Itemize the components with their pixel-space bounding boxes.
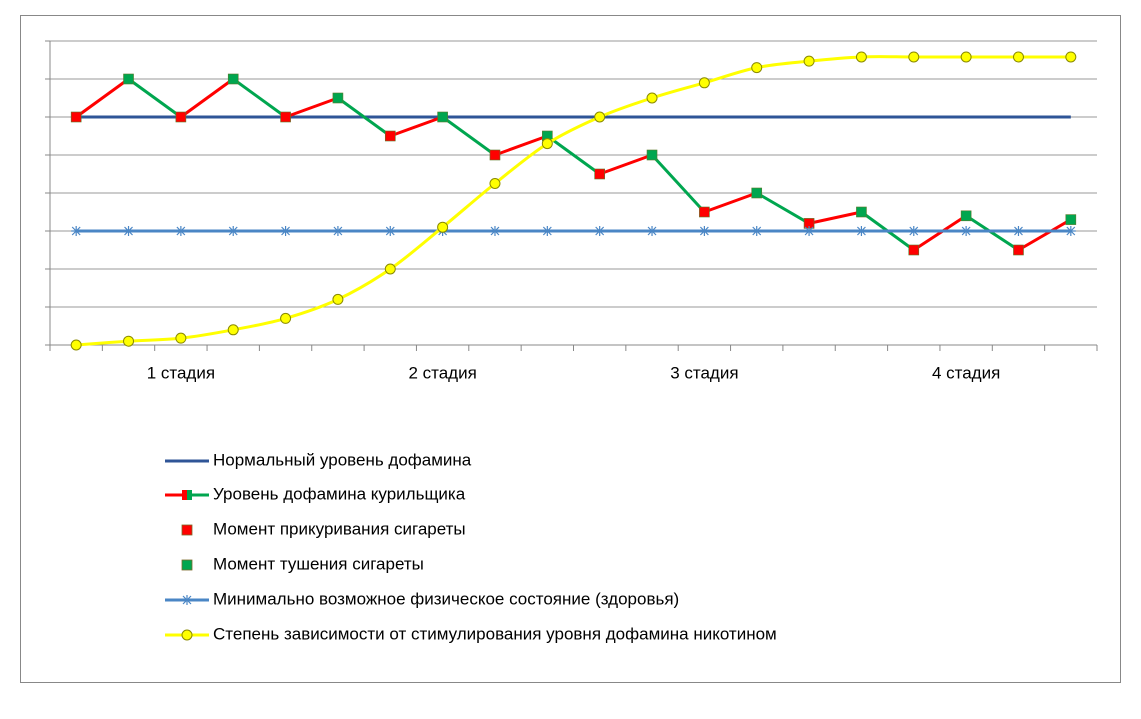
legend-marker <box>182 490 187 500</box>
data-point <box>908 51 920 63</box>
data-point <box>647 226 658 236</box>
legend-label: Минимально возможное физическое состояни… <box>213 589 679 608</box>
line-segment <box>808 210 862 225</box>
data-point <box>385 226 396 236</box>
data-point <box>280 312 292 324</box>
data-point <box>1065 214 1077 225</box>
legend-label: Уровень дофамина курильщика <box>213 484 466 503</box>
legend-label: Степень зависимости от стимулирования ур… <box>213 624 777 643</box>
data-point <box>961 226 972 236</box>
data-point <box>384 263 396 275</box>
data-point <box>1065 51 1077 63</box>
line-segment <box>1017 218 1072 252</box>
data-point <box>70 339 82 351</box>
data-point <box>1065 226 1076 236</box>
line-segment <box>650 153 706 214</box>
data-point <box>1013 226 1024 236</box>
data-point <box>227 324 239 336</box>
data-point <box>751 187 763 199</box>
data-point <box>803 55 815 67</box>
data-point <box>594 111 606 123</box>
data-point <box>332 293 344 305</box>
data-point <box>384 130 396 142</box>
data-point <box>175 226 186 236</box>
data-point <box>1013 244 1024 256</box>
line-segment <box>599 153 653 176</box>
data-point <box>908 244 920 256</box>
line-segment <box>337 96 392 138</box>
data-point <box>594 168 605 180</box>
legend-marker <box>181 524 193 536</box>
data-point <box>908 226 919 236</box>
data-point <box>489 149 501 161</box>
line-segment <box>441 115 496 157</box>
data-point <box>175 111 187 123</box>
data-point <box>856 206 867 218</box>
data-point <box>751 62 763 74</box>
data-point <box>541 138 553 150</box>
legend-marker <box>182 595 192 605</box>
legend-marker <box>181 559 193 571</box>
legend-marker <box>187 490 192 500</box>
data-point <box>227 73 239 85</box>
data-point <box>856 226 867 236</box>
x-tick-label: 3 стадия <box>670 363 738 382</box>
data-point <box>646 92 658 104</box>
data-point <box>804 226 815 236</box>
data-point <box>489 226 500 236</box>
legend-label: Момент прикуривания сигареты <box>213 519 466 538</box>
data-point <box>751 226 762 236</box>
line-segment <box>389 115 444 138</box>
line-segment <box>127 77 182 119</box>
line-segment <box>75 77 130 119</box>
line-segment <box>703 191 758 214</box>
data-point <box>699 226 710 236</box>
data-point <box>699 206 710 218</box>
line-segment <box>546 134 601 176</box>
data-point <box>123 226 134 236</box>
data-point <box>71 226 82 236</box>
data-point <box>70 111 82 123</box>
line-segment <box>285 96 339 119</box>
data-point <box>175 332 187 344</box>
data-point <box>228 226 239 236</box>
data-point <box>437 221 449 233</box>
legend-label: Момент тушения сигареты <box>213 554 424 573</box>
data-point <box>594 226 605 236</box>
data-point <box>332 92 344 104</box>
data-point <box>646 149 658 161</box>
data-point <box>960 51 972 63</box>
line-segment <box>912 214 967 252</box>
x-tick-label: 1 стадия <box>147 363 215 382</box>
chart-border <box>20 15 1121 683</box>
data-point <box>542 226 553 236</box>
series-line <box>76 55 1071 347</box>
data-point <box>123 335 135 347</box>
line-segment <box>494 134 548 157</box>
line-segment <box>965 214 1020 252</box>
line-segment <box>755 191 810 225</box>
x-tick-label: 4 стадия <box>932 363 1000 382</box>
line-segment <box>232 77 287 119</box>
data-point <box>698 77 710 89</box>
data-point <box>280 111 291 123</box>
data-point <box>1012 51 1024 63</box>
line-segment <box>179 77 235 119</box>
data-point <box>855 51 867 63</box>
data-point <box>332 226 343 236</box>
data-point <box>123 73 134 85</box>
legend-marker <box>181 629 193 641</box>
data-point <box>280 226 291 236</box>
data-point <box>437 111 448 123</box>
data-point <box>960 210 972 222</box>
data-point <box>489 178 501 189</box>
legend-label: Нормальный уровень дофамина <box>213 450 472 469</box>
x-tick-label: 2 стадия <box>408 363 476 382</box>
